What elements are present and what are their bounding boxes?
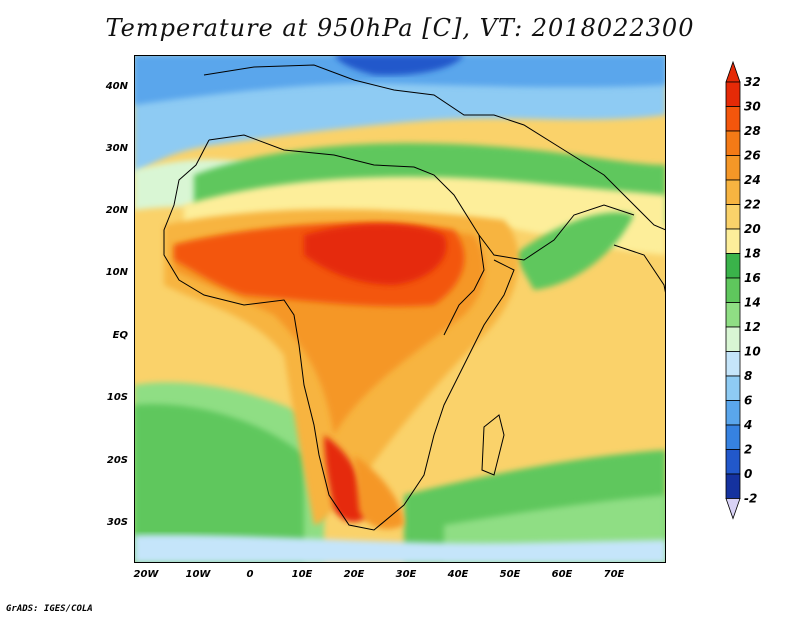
colorbar-label: 20 [744, 222, 761, 236]
lon-tick-label: 0 [247, 569, 254, 580]
temperature-field [134, 55, 666, 563]
lat-tick-label: 20S [107, 455, 128, 466]
colorbar-label: 10 [744, 345, 761, 359]
colorbar-label: 24 [744, 173, 761, 187]
lon-tick-label: 10W [186, 569, 212, 580]
colorbar-top-arrow [725, 60, 741, 83]
colorbar-swatch [725, 424, 741, 450]
lat-tick-label: 10S [107, 392, 128, 403]
colorbar-label: 12 [744, 320, 761, 334]
colorbar-swatch [725, 277, 741, 303]
colorbar-label: 2 [744, 443, 752, 457]
colorbar-swatch [725, 473, 741, 499]
colorbar-swatch [725, 106, 741, 132]
colorbar-swatch [725, 449, 741, 475]
lat-tick-label: EQ [113, 330, 129, 341]
lon-tick-label: 40E [447, 569, 469, 580]
lat-tick-label: 30S [107, 517, 128, 528]
colorbar-label: 30 [744, 100, 761, 114]
colorbar-swatch [725, 179, 741, 205]
colorbar-swatch [725, 400, 741, 426]
lat-tick-label: 10N [106, 267, 129, 278]
colorbar-label: 18 [744, 247, 761, 261]
colorbar-swatch [725, 81, 741, 107]
colorbar-label: -2 [744, 492, 757, 506]
colorbar-swatch [725, 375, 741, 401]
colorbar-swatch [725, 326, 741, 352]
colorbar-swatch [725, 351, 741, 377]
temperature-map [134, 55, 666, 563]
credit-text: GrADS: IGES/COLA [6, 604, 93, 614]
coastlines [163, 64, 666, 531]
lon-tick-label: 20W [134, 569, 160, 580]
colorbar-bottom-arrow [725, 498, 741, 520]
lat-tick-label: 20N [106, 205, 129, 216]
colorbar-label: 4 [743, 418, 752, 432]
colorbar-label: 16 [744, 271, 761, 285]
colorbar-label: 28 [744, 124, 761, 138]
map-title: Temperature at 950hPa [C], VT: 201802230… [105, 14, 695, 42]
lon-tick-label: 50E [500, 569, 521, 580]
colorbar-swatch [725, 204, 741, 230]
lon-tick-label: 10E [292, 569, 313, 580]
colorbar-label: 22 [744, 198, 761, 212]
colorbar-label: 32 [744, 75, 761, 89]
colorbar-label: 14 [744, 296, 761, 310]
colorbar-label: 0 [744, 467, 752, 481]
colorbar-swatch [725, 253, 741, 279]
lon-tick-label: 60E [552, 569, 573, 580]
colorbar-label: 26 [744, 149, 761, 163]
lat-tick-label: 40N [105, 81, 129, 92]
colorbar-swatch [725, 155, 741, 181]
colorbar-swatch [725, 130, 741, 156]
lon-tick-label: 70E [604, 569, 625, 580]
lon-tick-label: 20E [344, 569, 365, 580]
colorbar-swatch [725, 228, 741, 254]
lat-tick-label: 30N [106, 143, 129, 154]
lon-tick-label: 30E [396, 569, 417, 580]
colorbar-label: 6 [744, 394, 752, 408]
colorbar-swatch [725, 302, 741, 328]
colorbar-label: 8 [744, 369, 752, 383]
